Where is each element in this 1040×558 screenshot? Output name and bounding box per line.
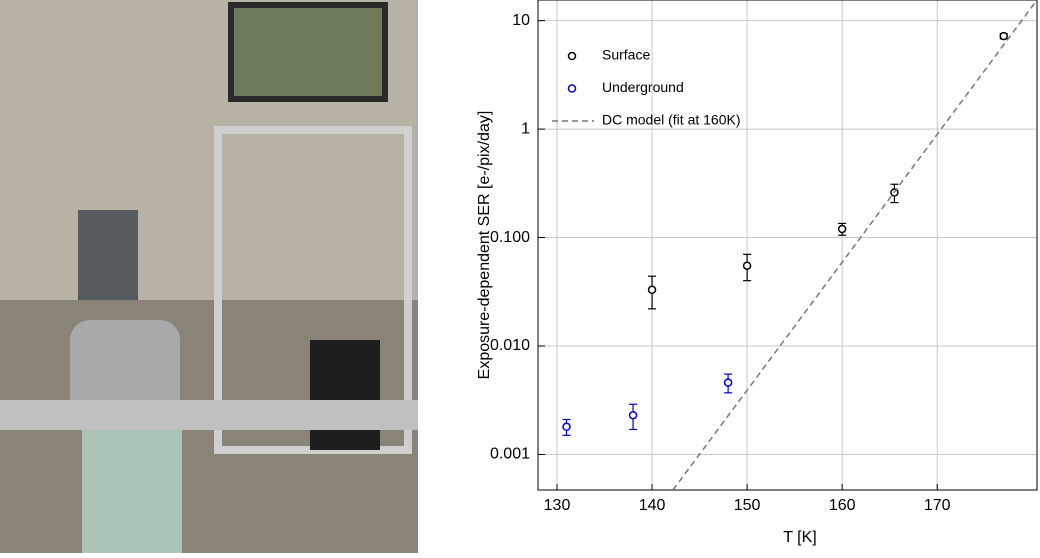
x-tick-label: 150: [734, 497, 761, 514]
y-tick-label: 0.100: [490, 229, 530, 246]
y-tick-label: 0.010: [490, 337, 530, 354]
x-tick-label: 160: [829, 497, 856, 514]
data-point: [562, 422, 571, 432]
data-point: [999, 31, 1008, 41]
plot-area: [562, 0, 1037, 490]
photo-pump: [78, 210, 138, 300]
photo-screen: [234, 8, 382, 96]
legend-swatch: [567, 51, 577, 61]
y-axis-label: Exposure-dependent SER [e-/pix/day]: [476, 111, 493, 380]
data-point: [742, 261, 752, 270]
model-line: [672, 0, 1037, 490]
plot: 130 140 150 160 170 0.001 0.010 0.100 1 10 Surface…: [490, 0, 1038, 514]
y-tick-label: 1: [521, 120, 530, 137]
x-tick-label: 140: [639, 497, 666, 514]
y-tick-label: 0.001: [490, 446, 530, 463]
plot-frame: [537, 0, 1038, 491]
data-point: [723, 378, 733, 387]
photo: [0, 0, 418, 553]
x-axis-label: T [K]: [783, 529, 817, 546]
photo-rail: [0, 400, 418, 430]
data-point: [647, 285, 657, 295]
legend-label: DC model (fit at 160K): [602, 112, 741, 128]
photo-box: [310, 340, 380, 450]
legend-swatch: [567, 84, 577, 93]
data-point: [837, 224, 847, 234]
x-tick-label: 170: [924, 497, 951, 514]
legend-label: Underground: [602, 79, 684, 95]
y-tick-label: 10: [512, 12, 530, 29]
data-point: [628, 410, 638, 420]
x-tick-label: 130: [544, 497, 571, 514]
photo-dewar: [82, 430, 182, 553]
legend-label: Surface: [602, 47, 650, 63]
